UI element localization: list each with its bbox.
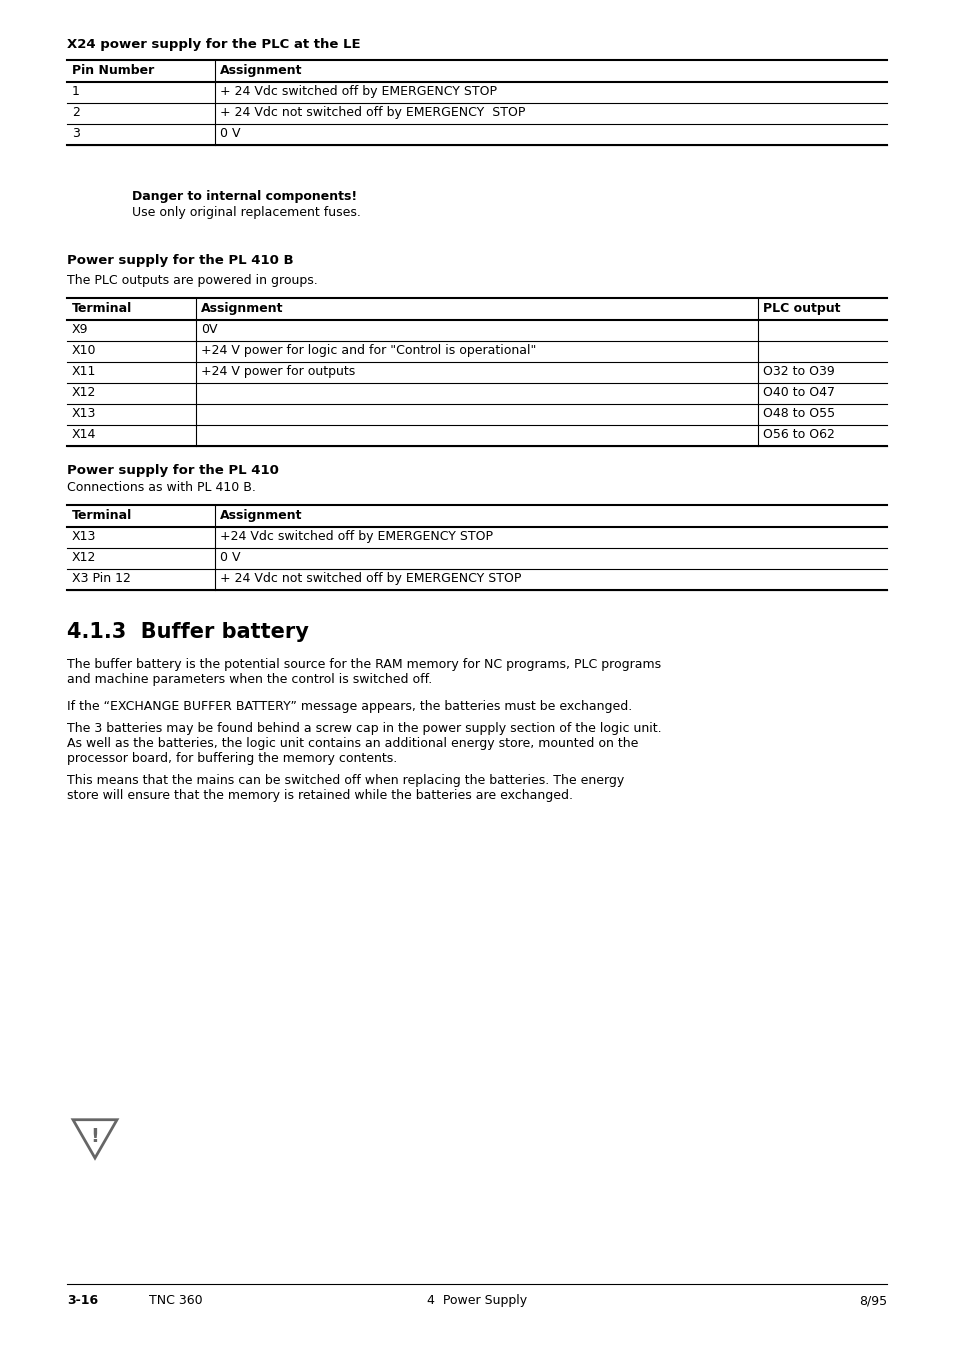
Text: Power supply for the PL 410 B: Power supply for the PL 410 B	[67, 254, 294, 267]
Text: Assignment: Assignment	[220, 65, 302, 77]
Text: O40 to O47: O40 to O47	[762, 386, 834, 398]
Text: This means that the mains can be switched off when replacing the batteries. The : This means that the mains can be switche…	[67, 774, 623, 802]
Text: Pin Number: Pin Number	[71, 65, 154, 77]
Text: The 3 batteries may be found behind a screw cap in the power supply section of t: The 3 batteries may be found behind a sc…	[67, 721, 661, 765]
Text: X13: X13	[71, 406, 96, 420]
Text: +24 V power for outputs: +24 V power for outputs	[201, 365, 355, 378]
Text: Connections as with PL 410 B.: Connections as with PL 410 B.	[67, 481, 255, 494]
Text: 1: 1	[71, 85, 80, 98]
Text: 0V: 0V	[201, 323, 217, 336]
Text: X10: X10	[71, 345, 96, 357]
Text: Assignment: Assignment	[201, 302, 283, 315]
Text: X12: X12	[71, 386, 96, 398]
Text: Danger to internal components!: Danger to internal components!	[132, 190, 356, 203]
Text: Terminal: Terminal	[71, 509, 132, 522]
Text: 0 V: 0 V	[220, 551, 240, 564]
Text: !: !	[91, 1127, 99, 1145]
Text: X13: X13	[71, 530, 96, 542]
Text: + 24 Vdc switched off by EMERGENCY STOP: + 24 Vdc switched off by EMERGENCY STOP	[220, 85, 497, 98]
Text: 8/95: 8/95	[858, 1294, 886, 1307]
Text: X11: X11	[71, 365, 96, 378]
Text: X14: X14	[71, 428, 96, 441]
Text: PLC output: PLC output	[762, 302, 840, 315]
Text: Terminal: Terminal	[71, 302, 132, 315]
Text: If the “EXCHANGE BUFFER BATTERY” message appears, the batteries must be exchange: If the “EXCHANGE BUFFER BATTERY” message…	[67, 700, 632, 713]
Text: O32 to O39: O32 to O39	[762, 365, 834, 378]
Text: O56 to O62: O56 to O62	[762, 428, 834, 441]
Text: + 24 Vdc not switched off by EMERGENCY STOP: + 24 Vdc not switched off by EMERGENCY S…	[220, 572, 521, 586]
Text: 3-16: 3-16	[67, 1294, 98, 1307]
Text: X3 Pin 12: X3 Pin 12	[71, 572, 131, 586]
Text: TNC 360: TNC 360	[149, 1294, 202, 1307]
Text: X9: X9	[71, 323, 89, 336]
Text: 0 V: 0 V	[220, 127, 240, 140]
Text: 2: 2	[71, 106, 80, 118]
Text: Use only original replacement fuses.: Use only original replacement fuses.	[132, 206, 360, 219]
Text: X12: X12	[71, 551, 96, 564]
Text: X24 power supply for the PLC at the LE: X24 power supply for the PLC at the LE	[67, 38, 360, 51]
Text: Assignment: Assignment	[220, 509, 302, 522]
Text: The PLC outputs are powered in groups.: The PLC outputs are powered in groups.	[67, 275, 317, 287]
Text: 3: 3	[71, 127, 80, 140]
Text: 4  Power Supply: 4 Power Supply	[427, 1294, 526, 1307]
Text: O48 to O55: O48 to O55	[762, 406, 834, 420]
Text: +24 Vdc switched off by EMERGENCY STOP: +24 Vdc switched off by EMERGENCY STOP	[220, 530, 493, 542]
Text: +24 V power for logic and for "Control is operational": +24 V power for logic and for "Control i…	[201, 345, 536, 357]
Text: The buffer battery is the potential source for the RAM memory for NC programs, P: The buffer battery is the potential sour…	[67, 658, 660, 686]
Text: 4.1.3  Buffer battery: 4.1.3 Buffer battery	[67, 622, 309, 642]
Text: Power supply for the PL 410: Power supply for the PL 410	[67, 464, 278, 476]
Text: + 24 Vdc not switched off by EMERGENCY  STOP: + 24 Vdc not switched off by EMERGENCY S…	[220, 106, 525, 118]
